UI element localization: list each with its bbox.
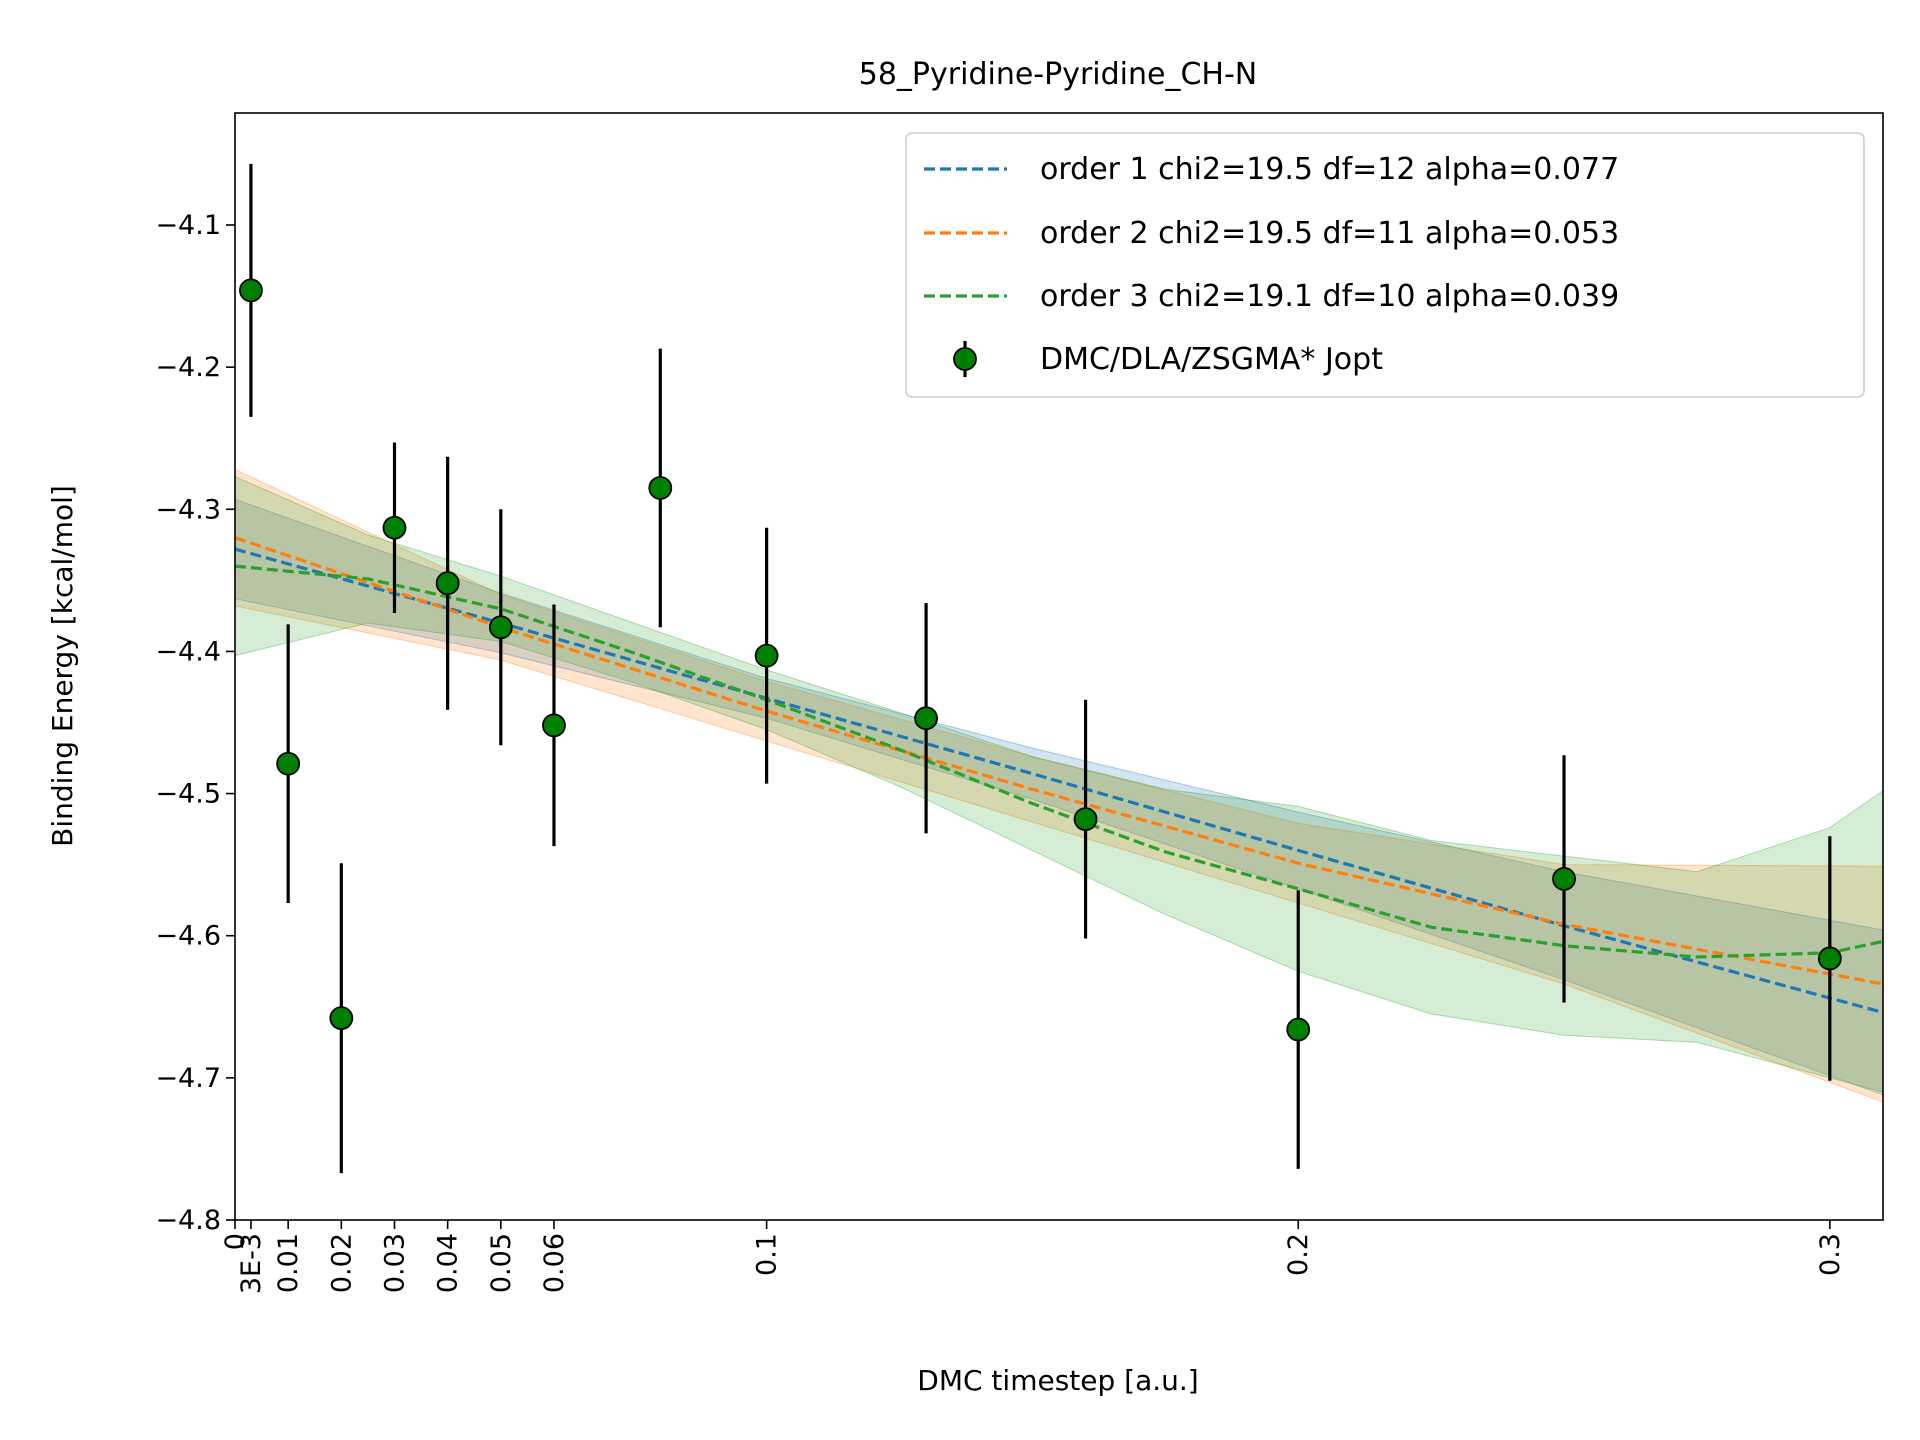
fit-line-3: [235, 564, 1883, 959]
data-point: [1286, 1017, 1311, 1042]
legend-label-order-2: order 2 chi2=19.5 df=11 alpha=0.053: [1040, 216, 1619, 251]
confidence-band-1: [235, 498, 1883, 1096]
data-point: [1817, 946, 1842, 971]
x-axis: 03E-3 0.01 0.02 0.03 0.04 0.05 0.06 0.1 0.2 0.3: [220, 1220, 1846, 1294]
confidence-band-3: [235, 476, 1883, 1093]
data-point: [914, 706, 938, 731]
y-tick-label: −4.4: [155, 636, 221, 667]
y-axis: −4.1 −4.2 −4.3 −4.4 −4.5 −4.6 −4.7 −4.8: [155, 210, 235, 1236]
legend-label-order-3: order 3 chi2=19.1 df=10 alpha=0.039: [1040, 279, 1619, 314]
y-tick-label: −4.6: [155, 921, 221, 952]
x-tick-label: 3E-3: [236, 1233, 267, 1294]
y-tick-label: −4.1: [155, 210, 221, 241]
x-tick-label: 0.1: [752, 1233, 783, 1276]
x-axis-label: DMC timestep [a.u.]: [917, 1364, 1198, 1397]
data-point: [435, 571, 460, 596]
legend-label-order-1: order 1 chi2=19.5 df=12 alpha=0.077: [1040, 152, 1619, 187]
x-tick-label: 0: [220, 1233, 251, 1250]
y-tick-label: −4.3: [155, 494, 221, 525]
data-point: [382, 515, 407, 540]
legend-frame: [905, 132, 1865, 398]
x-tick-label: 0.2: [1283, 1233, 1314, 1276]
y-tick-label: −4.8: [155, 1205, 221, 1236]
chart-title: 58_Pyridine-Pyridine_CH-N: [859, 57, 1258, 92]
data-points: [239, 278, 1842, 1042]
confidence-bands: [235, 468, 1883, 1103]
x-tick-label: 0.05: [486, 1233, 517, 1293]
data-point: [542, 713, 566, 738]
x-tick-label: 0.02: [326, 1233, 357, 1293]
y-tick-label: −4.2: [155, 352, 221, 383]
data-point: [648, 476, 673, 500]
confidence-band-2: [235, 468, 1883, 1103]
legend: order 1 chi2=19.5 df=12 alpha=0.077 order…: [905, 132, 1865, 398]
legend-label-points: DMC/DLA/ZSGMA* Jopt: [1040, 342, 1383, 377]
y-axis-label: Binding Energy [kcal/mol]: [46, 485, 79, 847]
data-point: [329, 1006, 354, 1031]
x-tick-label: 0.3: [1815, 1233, 1846, 1276]
y-tick-label: −4.7: [155, 1063, 221, 1094]
legend-swatch-point: [953, 347, 977, 371]
data-point: [1552, 866, 1576, 891]
data-point: [754, 643, 779, 668]
x-tick-label: 0.01: [273, 1233, 304, 1293]
y-tick-label: −4.5: [155, 779, 221, 810]
data-point: [239, 278, 263, 303]
x-tick-label: 0.04: [433, 1233, 464, 1293]
plot-frame: [234, 112, 1884, 1221]
data-point: [276, 751, 301, 776]
x-tick-label: 0.06: [539, 1233, 570, 1293]
data-point: [488, 615, 513, 640]
data-point: [1073, 807, 1098, 832]
x-tick-label: 0.03: [380, 1233, 411, 1293]
